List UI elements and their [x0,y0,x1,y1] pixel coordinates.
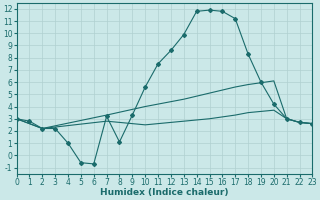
X-axis label: Humidex (Indice chaleur): Humidex (Indice chaleur) [100,188,229,197]
